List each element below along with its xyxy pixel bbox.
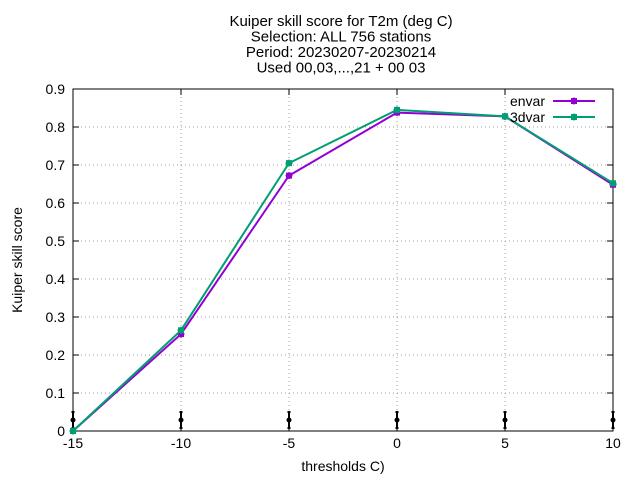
data-point-3dvar — [610, 180, 616, 187]
error-bar-marker — [610, 411, 616, 429]
error-bar-point — [178, 417, 184, 423]
x-tick-label: 10 — [605, 435, 621, 451]
series — [69, 106, 617, 435]
error-bar-point — [610, 417, 616, 423]
series-3dvar — [69, 106, 617, 435]
title-line-2: Selection: ALL 756 stations — [251, 29, 431, 46]
legend-label-3dvar: 3dvar — [510, 109, 545, 125]
y-tick-label: 0.5 — [46, 233, 66, 249]
error-bar-point — [394, 417, 400, 423]
y-tick-label: 0 — [57, 423, 65, 439]
plot-area — [72, 88, 614, 432]
x-axis-label: thresholds C) — [301, 458, 384, 474]
y-tick-label: 0.7 — [46, 157, 66, 173]
series-line-envar — [72, 111, 614, 432]
axis-ticks: 0 0.1 0.2 0.3 0.4 0.5 0.6 0.7 0.8 0.9 -15 -10 -5 0 5 10 — [46, 81, 621, 451]
legend-marker-envar — [571, 98, 577, 104]
error-bar-marker — [502, 411, 508, 429]
data-point-3dvar — [502, 113, 508, 120]
legend-marker-3dvar — [571, 114, 577, 120]
data-point-3dvar — [178, 327, 184, 334]
data-point-envar — [286, 172, 292, 179]
y-tick-label: 0.6 — [46, 195, 66, 211]
y-tick-label: 0.8 — [46, 119, 66, 135]
error-bars — [70, 411, 616, 429]
x-tick-label: -15 — [63, 435, 83, 451]
x-tick-label: 5 — [501, 435, 509, 451]
grid — [73, 89, 613, 431]
error-bar-point — [70, 417, 76, 423]
error-bar-marker — [286, 411, 292, 429]
y-tick-label: 0.2 — [46, 347, 66, 363]
data-point-3dvar — [70, 428, 76, 434]
x-tick-label: -5 — [283, 435, 296, 451]
data-point-envar — [178, 331, 184, 338]
data-point-3dvar — [286, 160, 292, 167]
legend-label-envar: envar — [510, 93, 545, 109]
title-line-3: Period: 20230207-20230214 — [246, 44, 436, 61]
y-tick-label: 0.3 — [46, 309, 66, 325]
x-tick-label: 0 — [393, 435, 401, 451]
series-envar — [69, 109, 617, 435]
title-line-4: Used 00,03,...,21 + 00 03 — [257, 60, 426, 77]
data-point-3dvar — [394, 106, 400, 113]
error-bar-point — [502, 417, 508, 423]
error-bar-marker — [178, 411, 184, 429]
series-line-3dvar — [72, 108, 614, 432]
error-bar-point — [286, 417, 292, 423]
error-bar-marker — [70, 411, 76, 429]
y-axis-label: Kuiper skill score — [9, 207, 25, 313]
title-line-1: Kuiper skill score for T2m (deg C) — [229, 13, 452, 30]
y-tick-label: 0.1 — [46, 385, 66, 401]
x-tick-label: -10 — [171, 435, 191, 451]
chart-title: Kuiper skill score for T2m (deg C)Select… — [229, 13, 452, 77]
error-bar-marker — [394, 411, 400, 429]
y-tick-label: 0.4 — [46, 271, 66, 287]
y-tick-label: 0.9 — [46, 81, 66, 97]
